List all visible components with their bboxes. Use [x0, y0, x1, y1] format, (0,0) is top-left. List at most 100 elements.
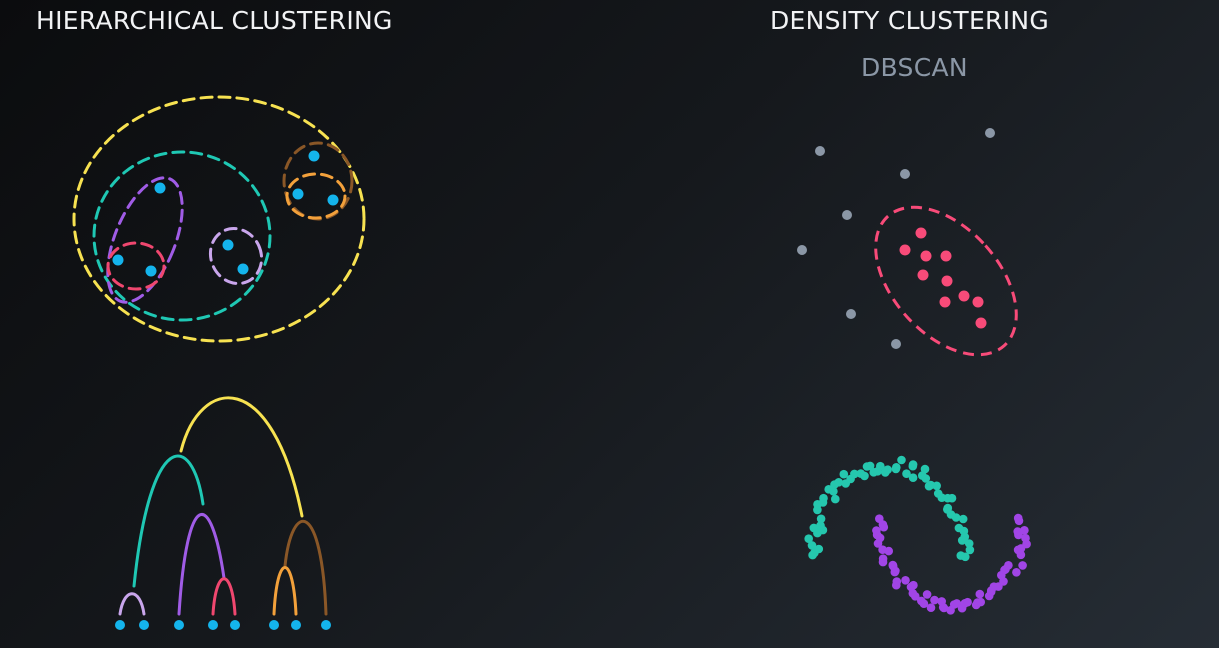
moon-point — [909, 580, 918, 590]
moon-point — [922, 590, 932, 599]
noise-point — [900, 169, 910, 179]
moon-point — [816, 521, 825, 530]
moon-point — [804, 534, 813, 543]
moon-point — [883, 465, 892, 475]
moon-point — [807, 541, 817, 550]
moon-point — [947, 493, 957, 503]
moon-point — [939, 603, 949, 613]
purple-cluster-hull — [106, 176, 184, 304]
dbscan-subtitle: DBSCAN — [861, 53, 968, 82]
moon-point — [951, 513, 961, 522]
pink-cluster-hull — [106, 241, 166, 291]
cluster-point — [972, 296, 984, 308]
dendrogram-lavender-arc — [118, 592, 146, 616]
moon-point — [932, 481, 941, 491]
moon-point — [831, 494, 840, 504]
teal-cluster-hull — [92, 150, 272, 322]
dendrogram — [118, 396, 328, 616]
cluster-point — [975, 317, 987, 329]
noise-point — [797, 245, 807, 255]
lavender-cluster-hull — [208, 227, 264, 285]
moon-point — [963, 597, 972, 607]
point-f — [308, 150, 320, 162]
dendrogram-pink-arc — [211, 577, 237, 616]
moon-point — [884, 546, 893, 556]
hierarchical-clustering-title: HIERARCHICAL CLUSTERING — [36, 6, 393, 35]
moon-point — [865, 461, 875, 471]
point-e — [237, 263, 249, 275]
density-clustering-title: DENSITY CLUSTERING — [770, 6, 1050, 35]
dendrogram-yellow-arc — [179, 396, 304, 518]
dbscan-noise-points — [797, 128, 995, 349]
moon-point — [816, 514, 826, 524]
moon-point — [964, 539, 974, 548]
moon-point — [876, 461, 885, 471]
moon-point — [878, 557, 888, 567]
point-c — [154, 182, 166, 194]
moon-point — [829, 487, 838, 496]
moon-point — [976, 597, 985, 607]
moon-point — [901, 576, 910, 585]
noise-point — [815, 146, 825, 156]
moon-point — [957, 536, 967, 545]
cluster-point — [915, 227, 927, 239]
point-a — [112, 254, 124, 266]
moon-point — [834, 478, 843, 487]
dbscan-purple-moon-cluster — [872, 513, 1031, 615]
noise-point — [846, 309, 856, 319]
moon-point — [908, 473, 918, 483]
moon-point — [1012, 568, 1021, 577]
moon-point — [902, 469, 911, 479]
cluster-point — [920, 250, 932, 262]
dbscan-dense-cluster-points — [899, 227, 987, 329]
moon-point — [1013, 527, 1022, 536]
moon-point — [839, 469, 849, 479]
moon-point — [961, 552, 970, 562]
point-g — [292, 188, 304, 200]
moon-point — [1018, 561, 1027, 570]
moon-point — [891, 464, 901, 474]
moon-point — [965, 545, 975, 555]
leaf-point — [230, 620, 240, 630]
moon-point — [873, 539, 883, 548]
leaf-point — [321, 620, 331, 630]
moon-point — [919, 599, 929, 608]
cluster-point — [958, 290, 970, 302]
point-d — [222, 239, 234, 251]
leaf-point — [174, 620, 184, 630]
moon-point — [975, 589, 985, 599]
cluster-point — [940, 250, 952, 262]
point-h — [327, 194, 339, 206]
moon-point — [892, 580, 901, 590]
moon-point — [879, 522, 889, 532]
dendrogram-leaves — [115, 620, 331, 630]
leaf-point — [269, 620, 279, 630]
hierarchical-points — [112, 150, 339, 277]
moon-point — [930, 595, 939, 605]
cluster-point — [899, 244, 911, 256]
hierarchical-cluster-hulls — [72, 95, 366, 343]
leaf-point — [208, 620, 218, 630]
moon-point — [926, 603, 936, 612]
moon-point — [860, 471, 869, 481]
moon-point — [1013, 513, 1023, 523]
moon-point — [911, 592, 920, 601]
point-b — [145, 265, 157, 277]
moon-point — [819, 493, 828, 503]
moon-point — [897, 455, 906, 465]
leaf-point — [115, 620, 125, 630]
dendrogram-orange-arc — [272, 566, 298, 616]
moon-point — [814, 544, 824, 554]
yellow-cluster-hull — [72, 95, 366, 343]
noise-point — [842, 210, 852, 220]
moon-point — [958, 514, 968, 524]
noise-point — [891, 339, 901, 349]
orange-cluster-hull — [285, 172, 347, 220]
moon-point — [920, 464, 930, 474]
moon-point — [809, 523, 819, 533]
cluster-point — [941, 275, 953, 287]
dendrogram-brown-arc — [283, 520, 328, 616]
cluster-point — [917, 269, 929, 281]
leaf-point — [139, 620, 149, 630]
